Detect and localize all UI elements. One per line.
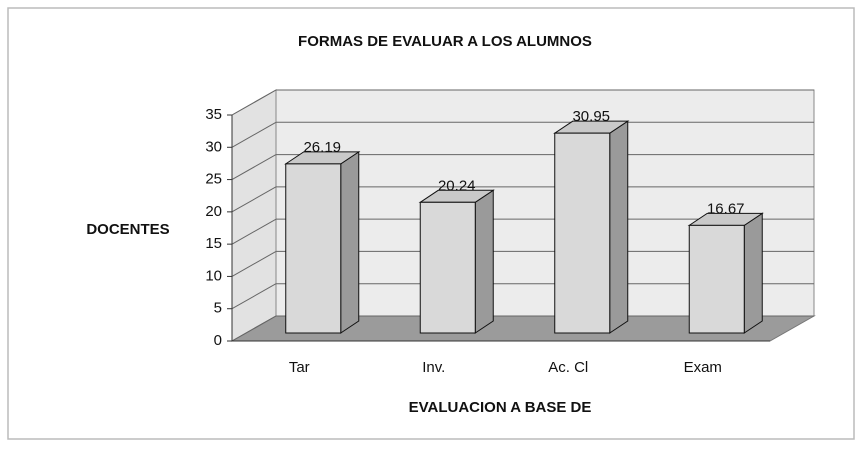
data-label: 20.24 bbox=[438, 177, 476, 194]
x-tick-label: Exam bbox=[684, 359, 722, 376]
data-label: 26.19 bbox=[303, 139, 341, 156]
x-axis-label: EVALUACION A BASE DE bbox=[409, 399, 592, 416]
bar-side bbox=[474, 189, 494, 334]
bar bbox=[554, 132, 611, 334]
y-tick-label: 15 bbox=[205, 235, 222, 252]
x-tick-label: Tar bbox=[289, 359, 310, 376]
grid-line bbox=[231, 121, 277, 148]
grid-line bbox=[231, 154, 277, 181]
side-wall bbox=[231, 89, 277, 342]
bar-side bbox=[609, 120, 629, 334]
grid-line bbox=[231, 250, 277, 277]
y-tick-label: 10 bbox=[205, 267, 222, 284]
x-tick-label: Inv. bbox=[422, 359, 445, 376]
bar-side bbox=[340, 150, 360, 334]
grid-line bbox=[231, 218, 277, 245]
bar bbox=[285, 163, 342, 334]
grid-line bbox=[231, 283, 277, 310]
bar bbox=[688, 224, 745, 334]
y-tick-label: 25 bbox=[205, 171, 222, 188]
x-tick-label: Ac. Cl bbox=[548, 359, 588, 376]
bar bbox=[419, 201, 476, 334]
y-tick-label: 0 bbox=[214, 332, 222, 349]
grid-line bbox=[231, 315, 277, 342]
y-tick-label: 30 bbox=[205, 138, 222, 155]
grid-line bbox=[231, 186, 277, 213]
data-label: 16.67 bbox=[707, 200, 745, 217]
chart-title: FORMAS DE EVALUAR A LOS ALUMNOS bbox=[298, 33, 592, 50]
bar-side bbox=[743, 212, 763, 334]
y-tick-label: 35 bbox=[205, 106, 222, 123]
y-axis-label: DOCENTES bbox=[86, 221, 169, 238]
y-tick-label: 5 bbox=[214, 300, 222, 317]
y-tick-label: 20 bbox=[205, 203, 222, 220]
data-label: 30.95 bbox=[572, 108, 610, 125]
grid-line bbox=[231, 89, 277, 116]
